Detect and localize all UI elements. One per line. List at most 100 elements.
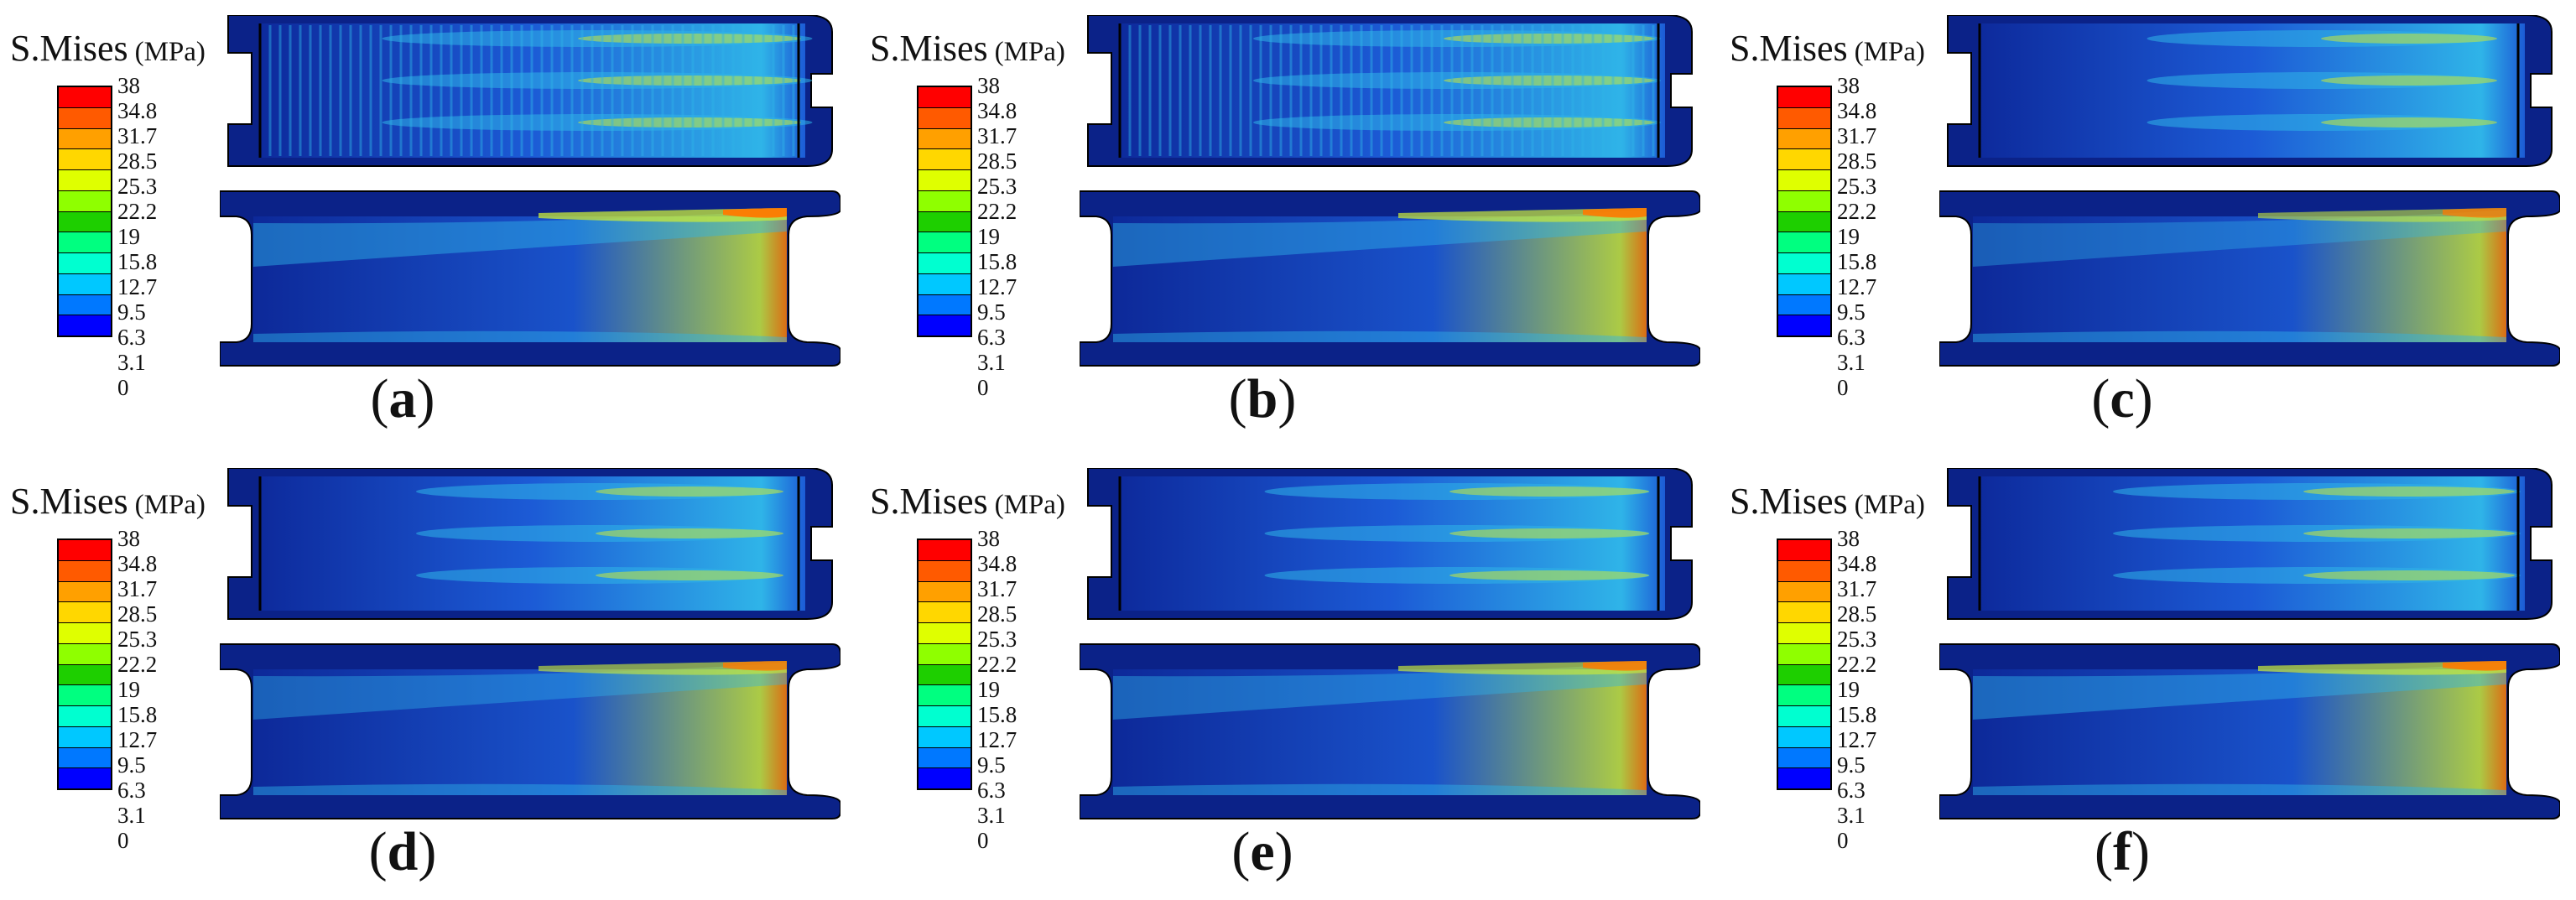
color-bar-swatch	[919, 170, 971, 191]
housing-section	[1087, 15, 1693, 167]
tick-label: 0	[1837, 375, 1849, 400]
color-bar-swatch	[919, 768, 971, 788]
color-bar-swatch	[1778, 211, 1830, 233]
tick-label: 31.7	[977, 576, 1017, 601]
color-bar-swatch	[1778, 149, 1830, 170]
tick-label: 19	[977, 677, 1000, 702]
tick-label: 34.8	[977, 98, 1017, 123]
housing-section	[1087, 468, 1693, 620]
tick-label: 38	[1837, 526, 1860, 551]
color-bar-swatch	[919, 747, 971, 769]
color-bar-swatch	[1778, 581, 1830, 603]
tick-label: 15.8	[977, 702, 1017, 727]
color-bar-swatch	[59, 747, 111, 769]
color-bar-swatch	[1778, 726, 1830, 748]
color-bar-swatch	[1778, 768, 1830, 788]
tick-label: 34.8	[1837, 551, 1877, 576]
color-bar-swatch	[919, 685, 971, 706]
color-bar-swatch	[919, 107, 971, 129]
color-bar-swatch	[59, 211, 111, 233]
tick-label: 3.1	[977, 803, 1006, 828]
panel-caption-letter: a	[388, 368, 417, 429]
color-bar-swatch	[59, 190, 111, 212]
color-bar-swatch	[59, 315, 111, 336]
color-bar-swatch	[919, 602, 971, 623]
panel-c: S.Mises (MPa) 38 34.8 31.7 28.5 25.3 22.2 19 15.8…	[1720, 0, 2575, 445]
tick-label: 9.5	[1837, 752, 1866, 778]
housing-section	[227, 468, 833, 620]
stress-contour-views	[220, 15, 840, 367]
color-bar	[1777, 538, 1832, 790]
stress-contour-views	[1939, 15, 2560, 367]
panel-e: S.Mises (MPa) 38 34.8 31.7 28.5 25.3 22.2 19 15.8…	[860, 453, 1715, 897]
color-bar-ticks: 38 34.8 31.7 28.5 25.3 22.2 19 15.8 12.7 9.5 6.3 3.…	[1837, 73, 1929, 400]
contour-svg	[1939, 468, 2560, 819]
tick-label: 38	[1837, 73, 1860, 98]
color-bar-swatch	[59, 294, 111, 316]
tick-label: 12.7	[117, 727, 158, 752]
tick-label: 31.7	[977, 123, 1017, 148]
tick-label: 0	[1837, 828, 1849, 853]
tick-label: 12.7	[1837, 274, 1877, 299]
color-bar-swatch	[919, 232, 971, 253]
tick-label: 12.7	[977, 727, 1017, 752]
tick-label: 9.5	[117, 752, 146, 778]
tick-label: 22.2	[977, 652, 1017, 677]
panel-caption: (a)	[370, 368, 435, 429]
tick-label: 3.1	[117, 350, 146, 375]
color-bar-swatch	[1778, 170, 1830, 191]
tick-label: 6.3	[117, 325, 146, 350]
tick-label: 34.8	[977, 551, 1017, 576]
tick-label: 22.2	[1837, 652, 1877, 677]
tick-label: 12.7	[977, 274, 1017, 299]
color-bar-swatch	[919, 315, 971, 336]
color-bar-swatch	[59, 623, 111, 644]
panel-f: S.Mises (MPa) 38 34.8 31.7 28.5 25.3 22.2 19 15.8…	[1720, 453, 2575, 897]
contour-svg	[1939, 15, 2560, 367]
color-bar-swatch	[919, 540, 971, 561]
tick-label: 25.3	[1837, 627, 1877, 652]
panel-caption-letter: e	[1250, 821, 1275, 882]
legend-unit: (MPa)	[134, 490, 206, 520]
color-bar-swatch	[919, 643, 971, 665]
contour-svg	[1080, 468, 1700, 819]
tick-label: 15.8	[977, 249, 1017, 274]
color-bar-swatch	[59, 149, 111, 170]
color-bar-swatch	[59, 581, 111, 603]
tick-label: 28.5	[117, 601, 158, 627]
color-bar-swatch	[919, 211, 971, 233]
tick-label: 0	[977, 375, 989, 400]
color-bar-swatch	[59, 253, 111, 274]
color-bar-swatch	[1778, 602, 1830, 623]
legend-unit: (MPa)	[134, 37, 206, 67]
tick-label: 12.7	[117, 274, 158, 299]
color-bar-swatch	[1778, 294, 1830, 316]
color-bar-swatch	[59, 602, 111, 623]
panel-caption: (c)	[2091, 368, 2153, 429]
panel-caption: (b)	[1228, 368, 1297, 429]
sleeve-section	[220, 643, 840, 819]
legend-unit: (MPa)	[1854, 490, 1925, 520]
legend-title: S.Mises (MPa)	[1730, 480, 1925, 523]
housing-section	[1947, 15, 2553, 167]
tick-label: 0	[117, 828, 129, 853]
legend-unit: (MPa)	[994, 490, 1065, 520]
panel-d: S.Mises (MPa) 38 34.8 31.7 28.5 25.3 22.2 19 15.8…	[0, 453, 856, 897]
color-bar-swatch	[919, 190, 971, 212]
contour-svg	[1080, 15, 1700, 367]
legend-unit: (MPa)	[1854, 37, 1925, 67]
panel-caption: (d)	[368, 821, 437, 882]
color-bar-swatch	[919, 273, 971, 295]
color-bar-swatch	[1778, 560, 1830, 582]
panel-caption-letter: f	[2113, 821, 2131, 882]
color-bar-swatch	[919, 294, 971, 316]
tick-label: 3.1	[977, 350, 1006, 375]
panel-caption-letter: c	[2110, 368, 2135, 429]
color-bar-swatch	[919, 128, 971, 150]
legend-unit: (MPa)	[994, 37, 1065, 67]
color-bar-swatch	[59, 726, 111, 748]
color-bar-swatch	[59, 560, 111, 582]
tick-label: 9.5	[977, 752, 1006, 778]
tick-label: 3.1	[1837, 350, 1866, 375]
stress-contour-views	[1080, 15, 1700, 367]
